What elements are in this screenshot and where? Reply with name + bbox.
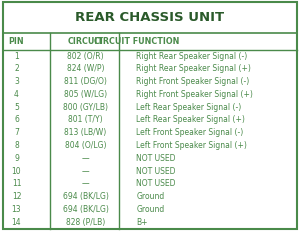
Text: Left Rear Speaker Signal (-): Left Rear Speaker Signal (-) (136, 103, 242, 112)
Text: 694 (BK/LG): 694 (BK/LG) (63, 192, 108, 201)
Text: 6: 6 (14, 116, 19, 125)
Text: 813 (LB/W): 813 (LB/W) (64, 128, 106, 137)
Text: Left Front Speaker Signal (+): Left Front Speaker Signal (+) (136, 141, 248, 150)
Text: 5: 5 (14, 103, 19, 112)
Text: 14: 14 (12, 218, 21, 227)
Text: 802 (O/R): 802 (O/R) (67, 52, 104, 61)
Text: NOT USED: NOT USED (136, 154, 176, 163)
Text: Ground: Ground (136, 192, 165, 201)
Text: Right Rear Speaker Signal (-): Right Rear Speaker Signal (-) (136, 52, 248, 61)
Text: 1: 1 (14, 52, 19, 61)
Text: B+: B+ (136, 218, 148, 227)
Text: 694 (BK/LG): 694 (BK/LG) (63, 205, 108, 214)
Text: —: — (82, 154, 89, 163)
Text: CIRCUIT FUNCTION: CIRCUIT FUNCTION (94, 37, 179, 46)
Text: 2: 2 (14, 64, 19, 73)
Text: NOT USED: NOT USED (136, 179, 176, 188)
Text: 801 (T/Y): 801 (T/Y) (68, 116, 103, 125)
Text: 824 (W/P): 824 (W/P) (67, 64, 104, 73)
Text: NOT USED: NOT USED (136, 167, 176, 176)
Text: —: — (82, 167, 89, 176)
Text: 13: 13 (12, 205, 21, 214)
Text: CIRCUIT: CIRCUIT (68, 37, 104, 46)
Text: Right Front Speaker Signal (+): Right Front Speaker Signal (+) (136, 90, 254, 99)
Text: 10: 10 (12, 167, 21, 176)
Text: Right Front Speaker Signal (-): Right Front Speaker Signal (-) (136, 77, 250, 86)
Text: Left Front Speaker Signal (-): Left Front Speaker Signal (-) (136, 128, 244, 137)
Text: Left Rear Speaker Signal (+): Left Rear Speaker Signal (+) (136, 116, 245, 125)
Text: Right Rear Speaker Signal (+): Right Rear Speaker Signal (+) (136, 64, 251, 73)
Text: 800 (GY/LB): 800 (GY/LB) (63, 103, 108, 112)
Text: 811 (DG/O): 811 (DG/O) (64, 77, 107, 86)
Text: 11: 11 (12, 179, 21, 188)
Text: REAR CHASSIS UNIT: REAR CHASSIS UNIT (75, 11, 225, 24)
Text: 7: 7 (14, 128, 19, 137)
Text: PIN: PIN (9, 37, 24, 46)
Text: 8: 8 (14, 141, 19, 150)
Text: 805 (W/LG): 805 (W/LG) (64, 90, 107, 99)
Text: 4: 4 (14, 90, 19, 99)
Text: 804 (O/LG): 804 (O/LG) (65, 141, 106, 150)
Text: Ground: Ground (136, 205, 165, 214)
Text: 12: 12 (12, 192, 21, 201)
Text: 3: 3 (14, 77, 19, 86)
Text: —: — (82, 179, 89, 188)
Text: 828 (P/LB): 828 (P/LB) (66, 218, 105, 227)
Text: 9: 9 (14, 154, 19, 163)
